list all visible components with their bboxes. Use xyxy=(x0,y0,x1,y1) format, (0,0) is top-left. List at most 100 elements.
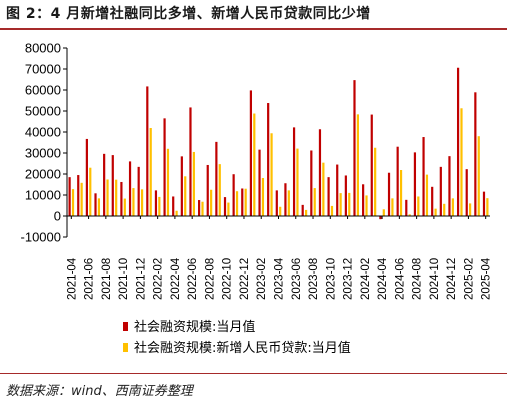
bar-series-1 xyxy=(111,155,114,216)
legend-label-series-1: 社会融资规模:当月值 xyxy=(134,319,255,335)
bar-series-2 xyxy=(469,203,472,216)
bar-series-2 xyxy=(443,203,446,216)
bar-series-2 xyxy=(374,147,377,216)
bar-series-2 xyxy=(365,195,368,216)
bar-series-2 xyxy=(253,113,256,216)
bar-series-1 xyxy=(68,177,71,216)
bar-series-1 xyxy=(137,166,140,216)
x-tick-label: 2021-04 xyxy=(66,257,78,300)
y-tick-label: 80000 xyxy=(25,41,61,56)
bar-series-2 xyxy=(201,201,204,216)
x-tick-label: 2024-06 xyxy=(394,258,406,300)
bar-series-2 xyxy=(270,133,273,216)
x-tick-label: 2023-04 xyxy=(274,257,286,300)
bar-series-2 xyxy=(235,191,239,216)
x-tick-label: 2025-04 xyxy=(481,257,493,300)
x-tick-label: 2022-02 xyxy=(153,258,165,300)
legend: 社会融资规模:当月值 社会融资规模:新增人民币贷款:当月值 xyxy=(123,319,351,356)
bar-series-1 xyxy=(232,174,235,216)
x-tick-label: 2024-02 xyxy=(360,258,372,300)
x-tick-label: 2022-10 xyxy=(222,258,234,300)
source-divider xyxy=(0,373,507,374)
bar-series-2 xyxy=(451,198,454,216)
bar-series-2 xyxy=(218,164,221,216)
bar-series-1 xyxy=(172,196,175,216)
bar-series-1 xyxy=(474,92,477,216)
bar-series-1 xyxy=(180,156,183,216)
bar-series-2 xyxy=(460,108,463,216)
y-tick-label: 20000 xyxy=(25,167,61,182)
bar-series-1 xyxy=(362,184,365,216)
bar-series-2 xyxy=(304,209,308,216)
y-tick-label: -10000 xyxy=(21,230,61,245)
bar-series-1 xyxy=(154,190,158,216)
x-tick-label: 2021-08 xyxy=(101,258,113,300)
bar-series-1 xyxy=(103,153,106,216)
bar-series-1 xyxy=(387,172,391,216)
bar-series-2 xyxy=(434,208,437,216)
x-tick-label: 2023-06 xyxy=(291,258,303,300)
x-tick-label: 2021-06 xyxy=(84,258,96,300)
y-tick-label: 10000 xyxy=(25,188,61,203)
x-tick-label: 2023-08 xyxy=(308,258,320,300)
bar-series-2 xyxy=(330,205,334,216)
bar-series-1 xyxy=(439,166,442,216)
bar-series-1 xyxy=(310,150,313,216)
bar-series-2 xyxy=(80,182,83,216)
x-tick-label: 2023-02 xyxy=(256,258,268,300)
bar-series-2 xyxy=(184,176,187,216)
bar-series-2 xyxy=(356,114,359,216)
bar-series-1 xyxy=(301,204,304,216)
bar-series-2 xyxy=(106,179,109,216)
bar-series-1 xyxy=(128,161,132,216)
bar-series-1 xyxy=(327,177,330,216)
bar-series-1 xyxy=(94,193,97,216)
bar-series-1 xyxy=(413,152,417,216)
x-tick-label: 2023-12 xyxy=(343,258,355,300)
bar-series-2 xyxy=(149,128,152,216)
bar-series-2 xyxy=(408,214,411,216)
bar-series-1 xyxy=(241,188,244,216)
bar-chart: -10000 0 10000 20000 30000 40000 50000 60000 700… xyxy=(21,41,493,357)
bar-series-2 xyxy=(477,136,480,216)
bar-series-2 xyxy=(115,179,118,216)
bar-series-1 xyxy=(284,183,287,216)
x-tick-label: 2023-10 xyxy=(325,258,337,300)
bar-series-2 xyxy=(71,189,75,216)
bar-series-1 xyxy=(77,175,80,216)
bar-series-2 xyxy=(192,151,195,216)
source-note: 数据来源：wind、西南证券整理 xyxy=(6,384,193,399)
bar-series-1 xyxy=(396,146,399,216)
bar-series-1 xyxy=(292,127,296,216)
bar-series-1 xyxy=(353,80,356,216)
figure-title: 图 2：4 月新增社融同比多增、新增人民币贷款同比少增 xyxy=(6,6,371,22)
bar-series-1 xyxy=(379,216,382,220)
bar-series-2 xyxy=(89,167,92,216)
y-tick-label: 60000 xyxy=(25,83,61,98)
bar-series-2 xyxy=(417,196,420,216)
y-axis: -10000 0 10000 20000 30000 40000 50000 60000 700… xyxy=(21,41,68,245)
bar-series-1 xyxy=(163,118,166,216)
bar-series-2 xyxy=(244,188,247,216)
bar-series-2 xyxy=(399,170,403,216)
bar-series-2 xyxy=(348,192,351,216)
bar-series-1 xyxy=(465,169,468,216)
y-tick-label: 70000 xyxy=(25,62,61,77)
bar-series-1 xyxy=(370,114,373,216)
bar-series-2 xyxy=(166,148,170,216)
x-tick-label: 2024-10 xyxy=(429,258,441,300)
y-tick-label: 50000 xyxy=(25,104,61,119)
bar-series-2 xyxy=(158,196,161,216)
bar-series-1 xyxy=(146,86,149,217)
bar-series-2 xyxy=(227,202,230,216)
bar-series-1 xyxy=(120,181,123,216)
bar-series-1 xyxy=(344,175,347,216)
title-divider xyxy=(0,28,507,30)
bar-series-2 xyxy=(486,198,489,216)
y-tick-label: 0 xyxy=(54,209,61,224)
bar-series-1 xyxy=(215,141,218,216)
y-tick-label: 30000 xyxy=(25,146,61,161)
bars xyxy=(68,67,489,220)
x-axis: 2021-04 2021-06 2021-08 2021-10 2021-12 2022-… xyxy=(66,215,493,300)
bar-series-1 xyxy=(448,156,451,216)
